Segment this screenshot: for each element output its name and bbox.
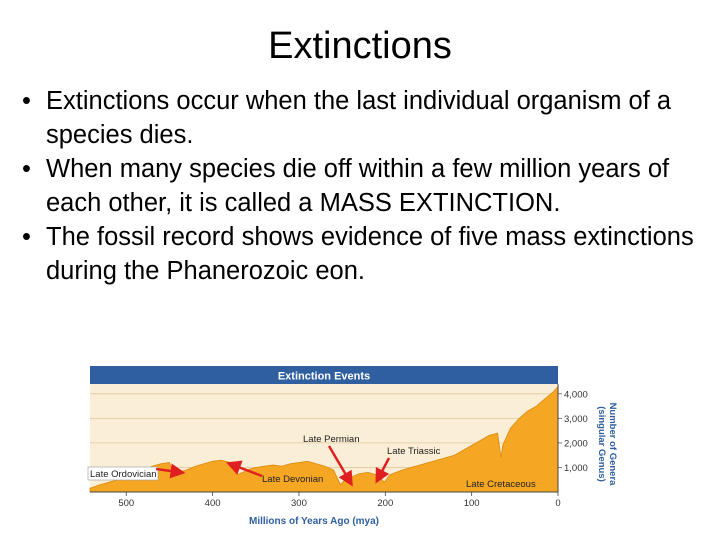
extinction-chart: Extinction Events 1,000 2,000 3,000 4,000 500… bbox=[86, 366, 626, 536]
y-tick-label: 2,000 bbox=[564, 438, 588, 449]
x-tick-label: 200 bbox=[377, 498, 393, 509]
y-axis-label-line2: (singular Genus) bbox=[596, 406, 607, 481]
annotation-label: Late Permian bbox=[303, 434, 360, 445]
bullet-dot: • bbox=[22, 223, 31, 251]
annotation-arrow bbox=[225, 460, 263, 478]
y-axis-label-line1: Number of Genera bbox=[607, 403, 618, 487]
bullet-dot: • bbox=[22, 87, 31, 115]
bullet-dot: • bbox=[22, 155, 31, 183]
bullet-list: • Extinctions occur when the last individ… bbox=[22, 84, 702, 288]
x-tick-label: 0 bbox=[555, 498, 560, 509]
bullet-text: Extinctions occur when the last individu… bbox=[46, 87, 672, 149]
extinction-chart-svg: Extinction Events 1,000 2,000 3,000 4,000 500… bbox=[87, 366, 618, 527]
chart-title-bar bbox=[90, 366, 558, 384]
x-tick-label: 100 bbox=[464, 498, 480, 509]
y-tick-label: 3,000 bbox=[564, 414, 588, 425]
annotation-label: Late Ordovician bbox=[90, 469, 157, 480]
bullet-item: • Extinctions occur when the last individ… bbox=[22, 84, 702, 152]
x-axis-label: Millions of Years Ago (mya) bbox=[249, 516, 379, 527]
bullet-text: When many species die off within a few m… bbox=[46, 155, 670, 217]
y-axis-label: Number of Genera(singular Genus) bbox=[596, 403, 618, 487]
annotation-label: Late Devonian bbox=[262, 474, 323, 485]
chart-title: Extinction Events bbox=[278, 371, 370, 383]
bullet-text: The fossil record shows evidence of five… bbox=[46, 223, 694, 285]
x-tick-label: 400 bbox=[205, 498, 221, 509]
annotation-arrow bbox=[155, 463, 186, 479]
annotation-label: Late Cretaceous bbox=[466, 479, 536, 490]
annotation-label: Late Triassic bbox=[387, 446, 441, 457]
annotation-arrow bbox=[375, 457, 391, 484]
annotation-box bbox=[87, 466, 159, 481]
y-tick-label: 4,000 bbox=[564, 389, 588, 400]
y-tick-label: 1,000 bbox=[564, 463, 588, 474]
slide-title: Extinctions bbox=[268, 25, 452, 67]
x-tick-label: 500 bbox=[118, 498, 134, 509]
annotation-arrow bbox=[327, 445, 353, 487]
bullet-item: • The fossil record shows evidence of fiv… bbox=[22, 220, 702, 288]
bullet-item: • When many species die off within a few … bbox=[22, 152, 702, 220]
x-tick-label: 300 bbox=[291, 498, 307, 509]
